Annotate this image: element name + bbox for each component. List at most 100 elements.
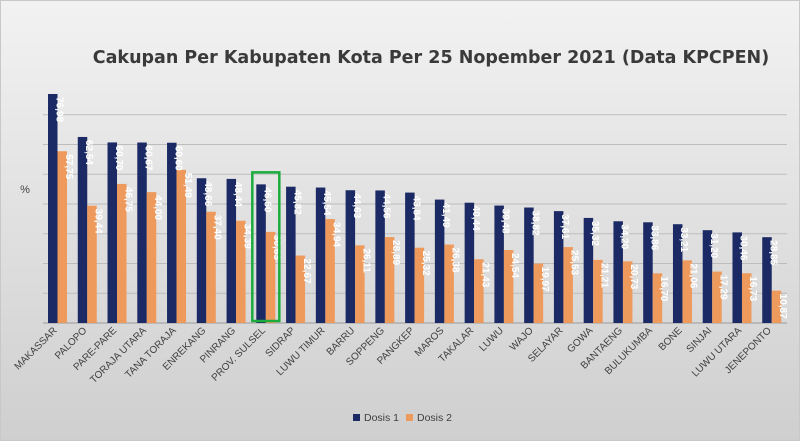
data-label: 19,97	[539, 267, 550, 292]
data-label: 45,82	[291, 190, 302, 215]
data-label: 60,60	[172, 146, 183, 171]
bar-dosis-2	[682, 260, 692, 323]
bar-dosis-1	[107, 142, 118, 323]
bar-dosis-1	[464, 202, 475, 323]
bar-dosis-1	[48, 94, 58, 323]
bar-dosis-1	[762, 237, 772, 323]
bar-dosis-1	[524, 207, 534, 323]
bar-dosis-1	[732, 232, 742, 323]
data-label: 37,61	[559, 214, 570, 239]
bar-dosis-2	[117, 183, 127, 323]
bar-dosis-1	[434, 199, 445, 323]
legend: Dosis 1 Dosis 2	[353, 412, 452, 424]
category-label: LUWU	[477, 325, 506, 354]
bar-dosis-2	[355, 245, 365, 323]
data-label: 26,38	[450, 248, 461, 273]
legend-swatch-dosis-2	[406, 414, 413, 421]
bar-dosis-1	[643, 222, 653, 323]
bar-dosis-1	[196, 178, 207, 323]
data-label: 48,66	[202, 181, 213, 206]
data-label: 22,67	[301, 259, 312, 284]
bar-dosis-1	[137, 142, 147, 323]
data-label: 57,75	[63, 154, 74, 179]
legend-label-dosis-2: Dosis 2	[417, 412, 452, 424]
data-label: 37,40	[212, 215, 223, 240]
data-label: 34,20	[619, 224, 630, 249]
data-label: 30,63	[271, 235, 282, 260]
data-label: 76,98	[53, 97, 64, 122]
highlight-rect	[251, 171, 281, 323]
data-label: 44,00	[152, 195, 163, 220]
data-label: 44,56	[381, 193, 392, 218]
bar-dosis-2	[741, 273, 752, 323]
data-label: 24,54	[509, 253, 520, 278]
bar-dosis-1	[77, 136, 88, 323]
highlight-box	[251, 171, 281, 323]
bar-dosis-1	[345, 190, 356, 323]
data-label: 21,43	[479, 262, 490, 287]
category-label: WAJO	[508, 325, 536, 353]
data-label: 39,44	[93, 209, 104, 234]
data-label: 40,44	[470, 206, 481, 231]
bar-dosis-2	[206, 211, 216, 323]
data-label: 26,11	[360, 248, 371, 273]
bar-dosis-1	[315, 187, 326, 323]
bar-dosis-2	[295, 255, 306, 323]
bar-dosis-1	[167, 142, 177, 323]
data-label: 28,89	[390, 240, 401, 265]
bar-dosis-2	[533, 263, 544, 323]
bar-dosis-2	[176, 169, 187, 323]
bar-dosis-2	[503, 249, 514, 323]
data-label: 16,70	[658, 276, 669, 301]
data-label: 60,67	[143, 146, 154, 171]
bar-dosis-2	[771, 290, 782, 323]
bar-dosis-2	[57, 151, 67, 323]
bar-dosis-2	[593, 259, 603, 323]
bar-dosis-2	[474, 259, 484, 323]
data-label: 43,84	[410, 196, 421, 221]
data-label: 16,73	[747, 276, 758, 301]
legend-swatch-dosis-1	[353, 414, 360, 421]
data-label: 38,82	[529, 211, 540, 236]
bar-dosis-1	[672, 224, 683, 323]
data-label: 60,70	[113, 145, 124, 170]
data-label: 17,29	[717, 275, 728, 300]
data-label: 34,94	[331, 222, 342, 247]
bar-dosis-2	[622, 261, 633, 323]
bar-dosis-1	[405, 192, 415, 323]
chart-title: Cakupan Per Kabupaten Kota Per 25 Nopemb…	[93, 48, 769, 68]
data-label: 44,63	[351, 193, 362, 218]
bar-dosis-2	[265, 231, 276, 323]
data-label: 46,60	[262, 187, 273, 212]
data-label: 28,85	[767, 240, 778, 265]
category-label: PROV. SULSEL	[210, 325, 269, 384]
data-label: 31,20	[708, 233, 719, 258]
bar-dosis-2	[87, 205, 97, 323]
data-label: 35,32	[589, 221, 600, 246]
bar-dosis-2	[384, 237, 395, 323]
bar-dosis-2	[563, 247, 573, 323]
bar-dosis-2	[444, 244, 454, 323]
bar-dosis-2	[712, 271, 722, 323]
data-label: 25,53	[569, 250, 580, 275]
data-label: 41,49	[440, 203, 451, 228]
bar-dosis-1	[702, 230, 713, 323]
bar-dosis-2	[652, 273, 663, 323]
data-label: 45,54	[321, 191, 332, 216]
data-label: 46,75	[122, 187, 133, 212]
bar-dosis-2	[325, 219, 335, 323]
bar-dosis-1	[583, 217, 594, 323]
category-label: MAKASSAR	[13, 325, 60, 372]
category-label: BONE	[657, 325, 685, 353]
bar-dosis-1	[286, 186, 296, 323]
bar-dosis-1	[613, 221, 623, 323]
bar-dosis-2	[236, 220, 246, 323]
bar-dosis-2	[414, 247, 425, 323]
bar-dosis-2	[146, 192, 157, 323]
bar-dosis-1	[494, 205, 504, 323]
data-label: 48,44	[232, 182, 243, 207]
data-label: 62,54	[83, 140, 94, 165]
legend-label-dosis-1: Dosis 1	[364, 412, 399, 424]
